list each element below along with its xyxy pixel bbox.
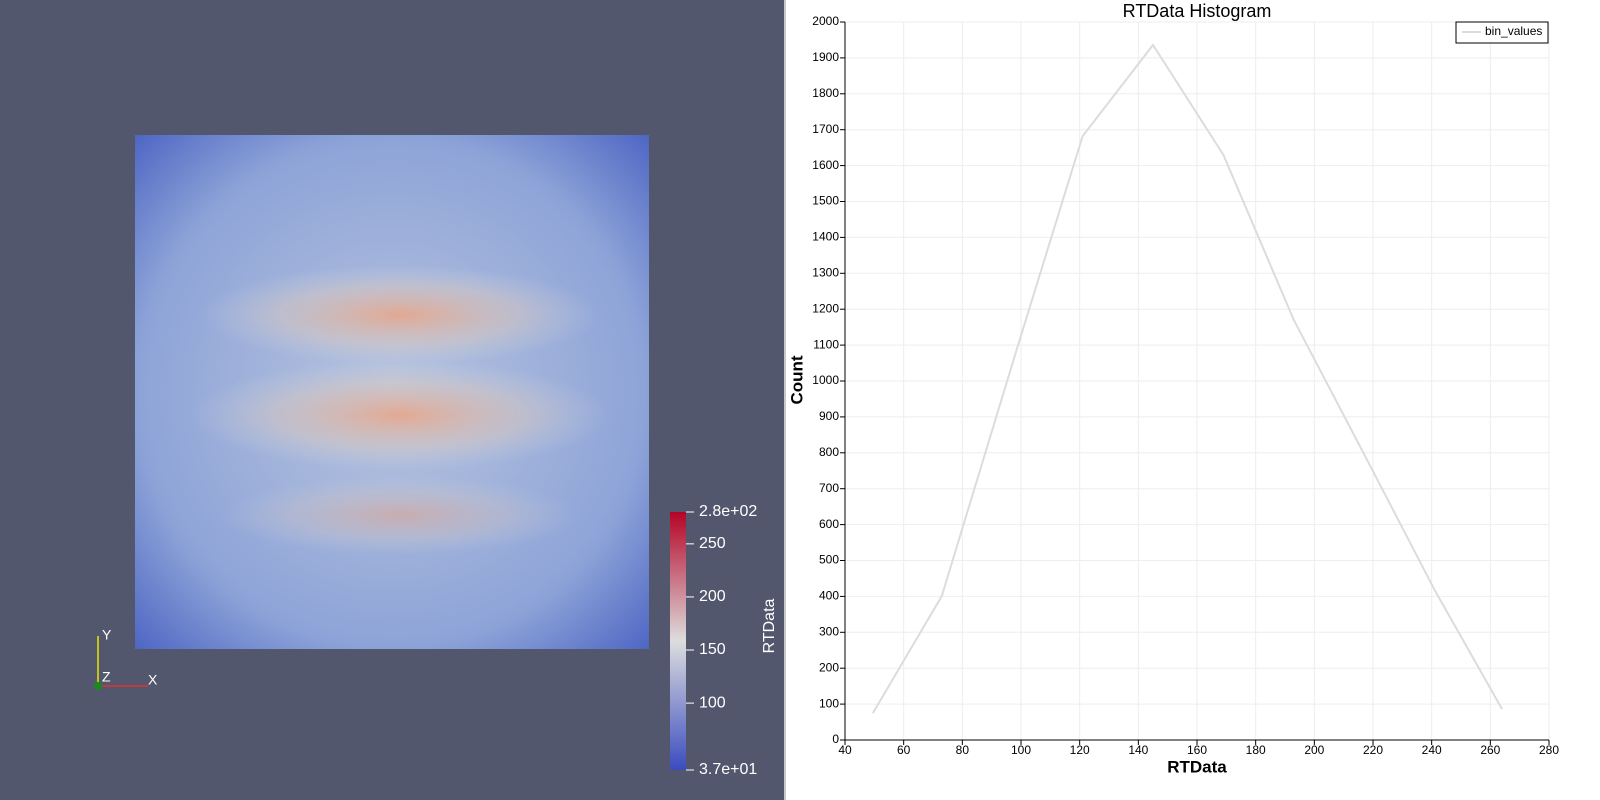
y-tick-label: 1900 xyxy=(812,50,839,64)
slice-shade xyxy=(190,360,610,470)
x-tick-label: 80 xyxy=(956,743,970,757)
y-tick-label: 900 xyxy=(819,409,839,423)
color-tick-label: 200 xyxy=(699,588,726,605)
y-tick-label: 1000 xyxy=(812,373,839,387)
y-tick-label: 1200 xyxy=(812,301,839,315)
color-tick-label: 100 xyxy=(699,694,726,711)
x-tick-label: 120 xyxy=(1070,743,1090,757)
axis-label: X xyxy=(148,672,158,688)
axis-z xyxy=(94,682,102,690)
axis-label: Y xyxy=(102,627,112,643)
series-line xyxy=(872,43,1503,714)
x-tick-label: 140 xyxy=(1128,743,1148,757)
y-axis-title: Count xyxy=(787,355,806,404)
x-tick-label: 280 xyxy=(1539,743,1559,757)
x-tick-label: 260 xyxy=(1480,743,1500,757)
y-tick-label: 1400 xyxy=(812,230,839,244)
y-tick-label: 600 xyxy=(819,517,839,531)
x-axis-title: RTData xyxy=(1167,757,1227,776)
color-legend-title: RTData xyxy=(761,598,778,653)
y-tick-label: 500 xyxy=(819,553,839,567)
chart-view xyxy=(786,0,1600,800)
y-tick-label: 1700 xyxy=(812,122,839,136)
x-tick-label: 40 xyxy=(838,743,852,757)
y-tick-label: 800 xyxy=(819,445,839,459)
y-tick-label: 400 xyxy=(819,589,839,603)
x-tick-label: 60 xyxy=(897,743,911,757)
y-tick-label: 200 xyxy=(819,660,839,674)
legend-label: bin_values xyxy=(1485,24,1542,38)
y-tick-label: 0 xyxy=(832,732,839,746)
color-bar xyxy=(670,512,686,770)
x-tick-label: 220 xyxy=(1363,743,1383,757)
axis-label: Z xyxy=(102,669,111,685)
y-tick-label: 300 xyxy=(819,624,839,638)
y-tick-label: 1100 xyxy=(813,337,839,351)
y-tick-label: 1800 xyxy=(812,86,839,100)
x-tick-label: 240 xyxy=(1422,743,1442,757)
y-tick-label: 700 xyxy=(819,481,839,495)
y-tick-label: 100 xyxy=(819,696,839,710)
color-tick-label: 250 xyxy=(699,535,726,552)
y-tick-label: 1600 xyxy=(812,158,839,172)
slice-shade xyxy=(200,265,600,365)
legend-box xyxy=(1455,21,1549,44)
y-tick-label: 1300 xyxy=(812,265,839,279)
y-tick-label: 1500 xyxy=(812,194,839,208)
divider xyxy=(784,0,786,800)
color-range-label: 3.7e+01 xyxy=(699,761,757,778)
slice-shade xyxy=(220,475,580,555)
chart-title: RTData Histogram xyxy=(1123,1,1272,21)
x-tick-label: 100 xyxy=(1011,743,1031,757)
x-tick-label: 200 xyxy=(1304,743,1324,757)
color-range-label: 2.8e+02 xyxy=(699,503,757,520)
color-tick-label: 150 xyxy=(699,641,726,658)
x-tick-label: 180 xyxy=(1246,743,1266,757)
x-tick-label: 160 xyxy=(1187,743,1207,757)
y-tick-label: 2000 xyxy=(812,14,839,28)
